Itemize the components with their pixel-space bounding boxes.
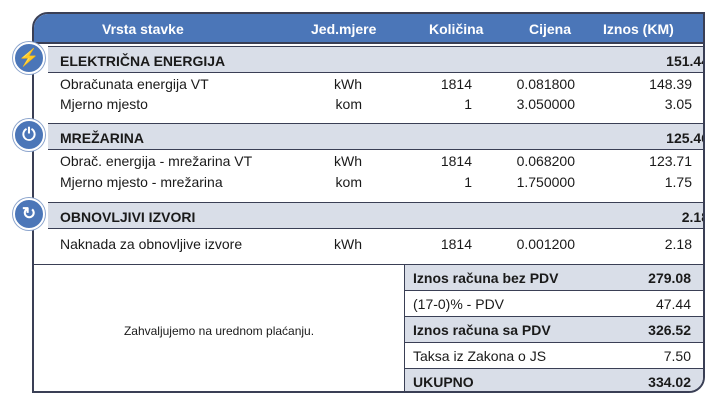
item-qty: 1814	[440, 76, 472, 92]
table-row: Mjerno mjesto kom 1 3.050000 3.05	[34, 94, 703, 114]
summary-value: 334.02	[648, 374, 691, 390]
section-title: MREŽARINA	[60, 130, 144, 146]
summary-value: 7.50	[663, 348, 691, 364]
col-unit: Jed.mjere	[311, 21, 377, 37]
table-row: Obračunata energija VT kWh 1814 0.081800…	[34, 74, 703, 94]
col-price: Cijena	[529, 21, 572, 37]
item-name: Naknada za obnovljive izvore	[60, 236, 243, 252]
summary-value: 47.44	[655, 296, 691, 312]
summary-row: Iznos računa bez PDV 279.08	[405, 265, 703, 291]
item-qty: 1	[464, 174, 472, 190]
item-unit: kWh	[334, 76, 362, 92]
item-name: Obračunata energija VT	[60, 76, 209, 92]
item-qty: 1814	[440, 153, 472, 169]
item-name: Obrač. energija - mrežarina VT	[60, 153, 253, 169]
item-price: 3.050000	[516, 96, 575, 112]
summary-label: Iznos računa sa PDV	[413, 322, 551, 338]
lightning-icon: ⚡	[13, 42, 45, 74]
item-amount: 3.05	[664, 96, 692, 112]
section-header: ELEKTRIČNA ENERGIJA 151.44	[48, 46, 705, 73]
item-price: 1.750000	[516, 174, 575, 190]
summary-row-total: UKUPNO 334.02	[405, 369, 703, 391]
item-qty: 1	[464, 96, 472, 112]
section-header: MREŽARINA 125.46	[48, 123, 705, 150]
item-price: 0.068200	[516, 153, 575, 169]
item-qty: 1814	[440, 236, 472, 252]
thanks-note: Zahvaljujemo na urednom plaćanju.	[34, 265, 405, 391]
col-amount: Iznos (KM)	[603, 21, 674, 37]
summary-row: Iznos računa sa PDV 326.52	[405, 317, 703, 343]
item-unit: kWh	[334, 153, 362, 169]
summary-value: 279.08	[648, 270, 691, 286]
item-amount: 1.75	[664, 174, 692, 190]
section-title: ELEKTRIČNA ENERGIJA	[60, 53, 226, 69]
renewable-icon: ↻	[13, 198, 45, 230]
item-unit: kom	[335, 174, 362, 190]
table-row: Naknada za obnovljive izvore kWh 1814 0.…	[34, 234, 703, 254]
summary-value: 326.52	[648, 322, 691, 338]
summary-label: Iznos računa bez PDV	[413, 270, 559, 286]
summary-label: (17-0)% - PDV	[413, 296, 505, 312]
col-qty: Količina	[429, 21, 484, 37]
section-total: 125.46	[666, 130, 705, 146]
item-name: Mjerno mjesto	[60, 96, 148, 112]
item-amount: 148.39	[649, 76, 692, 92]
item-amount: 123.71	[649, 153, 692, 169]
summary-row: (17-0)% - PDV 47.44	[405, 291, 703, 317]
summary-row: Taksa iz Zakona o JS 7.50	[405, 343, 703, 369]
table-row: Obrač. energija - mrežarina VT kWh 1814 …	[34, 151, 703, 171]
item-price: 0.081800	[516, 76, 575, 92]
item-name: Mjerno mjesto - mrežarina	[60, 174, 223, 190]
summary-label: UKUPNO	[413, 374, 474, 390]
item-price: 0.001200	[516, 236, 575, 252]
table-header: Vrsta stavke Jed.mjere Količina Cijena I…	[34, 14, 703, 44]
summary-area: Zahvaljujemo na urednom plaćanju. Iznos …	[34, 264, 703, 391]
item-unit: kom	[335, 96, 362, 112]
summary-label: Taksa iz Zakona o JS	[413, 348, 547, 364]
section-total: 2.18	[681, 209, 703, 225]
table-row: Mjerno mjesto - mrežarina kom 1 1.750000…	[34, 172, 703, 192]
plug-icon: ⏻	[13, 119, 45, 151]
invoice-table: Vrsta stavke Jed.mjere Količina Cijena I…	[32, 12, 705, 393]
item-unit: kWh	[334, 236, 362, 252]
section-title: OBNOVLJIVI IZVORI	[60, 209, 196, 225]
item-amount: 2.18	[664, 236, 692, 252]
section-total: 151.44	[666, 53, 705, 69]
section-header: OBNOVLJIVI IZVORI 2.18	[48, 202, 703, 229]
col-item: Vrsta stavke	[102, 21, 184, 37]
